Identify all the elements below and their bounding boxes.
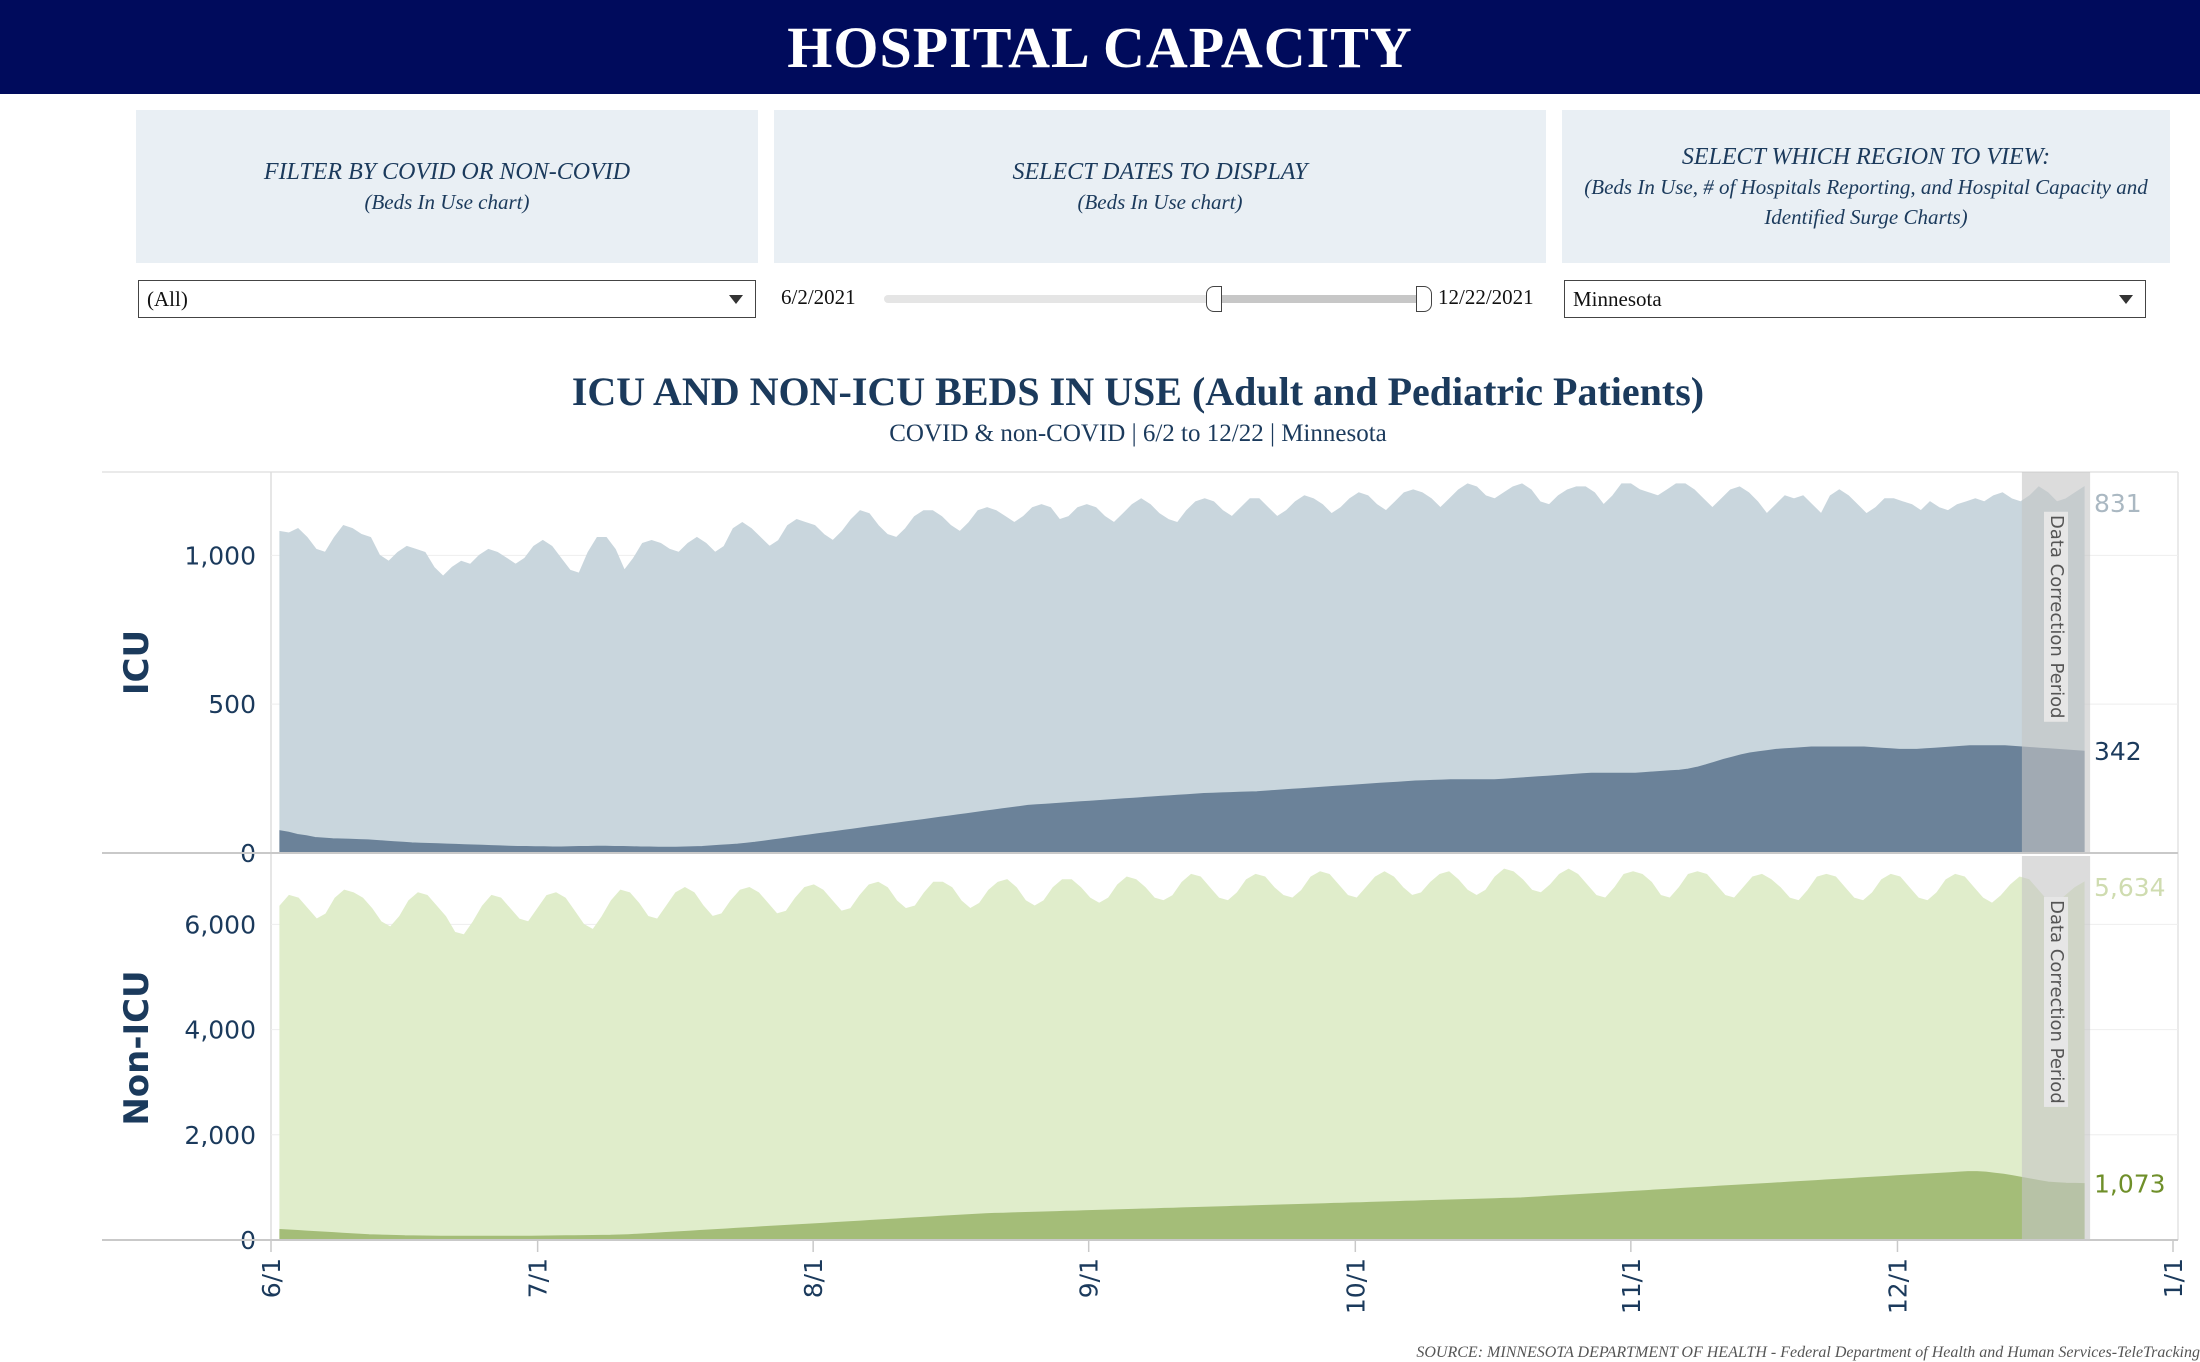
- dates-filter-title: SELECT DATES TO DISPLAY: [1013, 157, 1308, 187]
- correction-period-label: Data Correction Period: [2046, 900, 2067, 1104]
- chevron-down-icon: [729, 295, 743, 304]
- date-end-label: 12/22/2021: [1438, 285, 1534, 310]
- page-header: HOSPITAL CAPACITY: [0, 0, 2200, 94]
- x-tick-label: 10/1: [1341, 1258, 1370, 1314]
- end-value-label: 5,634: [2094, 873, 2166, 902]
- x-tick-label: 11/1: [1617, 1258, 1646, 1314]
- x-tick-label: 8/1: [799, 1258, 828, 1298]
- dates-filter-panel: SELECT DATES TO DISPLAY (Beds In Use cha…: [774, 110, 1546, 263]
- covid-filter-subtitle: (Beds In Use chart): [364, 187, 529, 217]
- dates-filter-subtitle: (Beds In Use chart): [1077, 187, 1242, 217]
- x-tick-label: 7/1: [524, 1258, 553, 1298]
- source-note: SOURCE: MINNESOTA DEPARTMENT OF HEALTH -…: [1416, 1344, 2200, 1362]
- page-title: HOSPITAL CAPACITY: [787, 14, 1413, 81]
- panel-label-non-icu: Non-ICU: [117, 970, 157, 1125]
- correction-period-label: Data Correction Period: [2046, 515, 2067, 719]
- panel-label-icu: ICU: [117, 630, 157, 695]
- region-filter-subtitle: (Beds In Use, # of Hospitals Reporting, …: [1570, 172, 2162, 232]
- region-filter-panel: SELECT WHICH REGION TO VIEW: (Beds In Us…: [1562, 110, 2170, 263]
- y-tick-label: 1,000: [184, 541, 256, 570]
- chart-subtitle: COVID & non-COVID | 6/2 to 12/22 | Minne…: [0, 420, 2200, 448]
- region-value: Minnesota: [1573, 287, 1662, 312]
- chart-title: ICU AND NON-ICU BEDS IN USE (Adult and P…: [0, 368, 2200, 415]
- date-range-end-handle[interactable]: [1416, 286, 1432, 312]
- covid-filter-dropdown[interactable]: (All): [138, 280, 756, 318]
- region-filter-title: SELECT WHICH REGION TO VIEW:: [1682, 142, 2050, 172]
- date-start-label: 6/2/2021: [781, 285, 856, 310]
- y-tick-label: 500: [208, 690, 256, 719]
- x-tick-label: 12/1: [1883, 1258, 1912, 1314]
- covid-filter-title: FILTER BY COVID OR NON-COVID: [264, 157, 630, 187]
- y-tick-label: 4,000: [184, 1016, 256, 1045]
- covid-filter-panel: FILTER BY COVID OR NON-COVID (Beds In Us…: [136, 110, 758, 263]
- region-dropdown[interactable]: Minnesota: [1564, 280, 2146, 318]
- x-tick-label: 6/1: [257, 1258, 286, 1298]
- y-tick-label: 6,000: [184, 910, 256, 939]
- covid-filter-value: (All): [147, 287, 188, 312]
- x-tick-label: 9/1: [1075, 1258, 1104, 1298]
- end-value-label: 342: [2094, 737, 2142, 766]
- end-value-label: 1,073: [2094, 1170, 2166, 1199]
- date-range-selected: [1214, 295, 1424, 303]
- date-range-start-handle[interactable]: [1206, 286, 1222, 312]
- x-tick-label: 1/1: [2159, 1258, 2188, 1298]
- chevron-down-icon: [2119, 295, 2133, 304]
- end-value-label: 831: [2094, 489, 2142, 518]
- y-tick-label: 2,000: [184, 1121, 256, 1150]
